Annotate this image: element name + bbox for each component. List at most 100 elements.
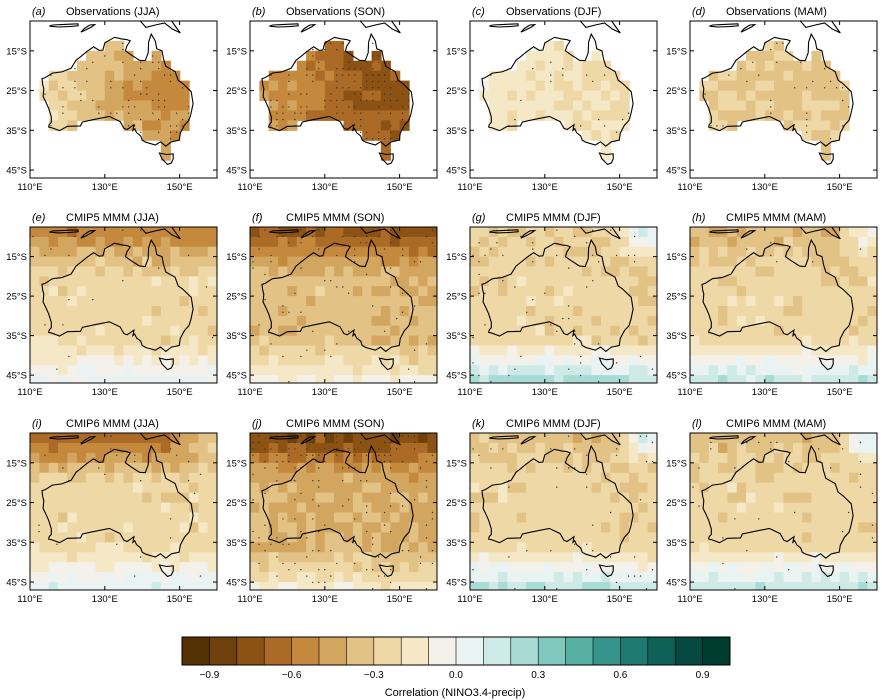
lon-tick-label: 130°E bbox=[312, 182, 338, 193]
colorbar-swatch bbox=[647, 637, 676, 665]
colorbar-tick-label: 0.6 bbox=[613, 670, 627, 681]
lat-tick-label: 15°S bbox=[226, 458, 247, 469]
lat-tick-label: 15°S bbox=[6, 252, 27, 263]
colorbar-tick-label: −0.6 bbox=[282, 670, 302, 681]
lat-tick-label: 25°S bbox=[6, 86, 27, 97]
coastline bbox=[41, 21, 194, 166]
lat-tick-label: 25°S bbox=[226, 292, 247, 303]
colorbar-tick-label: 0.3 bbox=[531, 670, 545, 681]
panel-title: CMIP5 MMM (DJF) bbox=[506, 212, 601, 224]
significance-stippling bbox=[270, 36, 410, 140]
lon-tick-label: 110°E bbox=[237, 182, 262, 193]
lat-tick-label: 25°S bbox=[446, 86, 467, 97]
lon-tick-label: 110°E bbox=[677, 387, 702, 398]
panel-frame bbox=[249, 432, 438, 591]
panel-frame bbox=[249, 226, 438, 384]
lat-tick-label: 25°S bbox=[666, 86, 687, 97]
lon-tick-label: 130°E bbox=[532, 594, 558, 605]
colorbar-swatch bbox=[319, 637, 347, 665]
lat-tick-label: 35°S bbox=[666, 538, 687, 549]
significance-stippling bbox=[472, 229, 654, 383]
lat-tick-label: 45°S bbox=[666, 578, 687, 589]
panel-letter: (c) bbox=[472, 6, 485, 18]
lat-tick-label: 15°S bbox=[666, 46, 687, 57]
panel-letter: (h) bbox=[692, 212, 706, 224]
colorbar-swatch bbox=[538, 637, 566, 665]
lat-tick-label: 45°S bbox=[446, 371, 467, 382]
colorbar-tick-label: −0.3 bbox=[364, 670, 384, 681]
correlation-field bbox=[250, 21, 437, 178]
lat-tick-label: 15°S bbox=[226, 252, 247, 263]
panel-title: CMIP6 MMM (JJA) bbox=[66, 418, 159, 430]
lon-tick-label: 130°E bbox=[532, 387, 558, 398]
lat-tick-label: 25°S bbox=[6, 498, 27, 509]
colorbar-swatch bbox=[593, 637, 621, 665]
panel-frame bbox=[469, 226, 658, 384]
map-panel: (l) CMIP6 MMM (MAM) 15°S 25°S 35°S 45°S 110°E 1… bbox=[666, 418, 878, 605]
significance-stippling bbox=[32, 229, 214, 370]
significance-stippling bbox=[746, 242, 862, 263]
lon-tick-label: 110°E bbox=[677, 182, 702, 193]
lat-tick-label: 15°S bbox=[666, 458, 687, 469]
map-panel: (i) CMIP6 MMM (JJA) 15°S 25°S 35°S 45°S 110°E 1… bbox=[6, 418, 218, 605]
lat-tick-label: 35°S bbox=[6, 126, 27, 137]
correlation-field bbox=[470, 21, 657, 178]
correlation-field bbox=[470, 227, 657, 383]
lon-tick-label: 130°E bbox=[532, 182, 558, 193]
lon-tick-label: 110°E bbox=[237, 387, 262, 398]
lat-tick-label: 15°S bbox=[6, 46, 27, 57]
lon-tick-label: 150°E bbox=[167, 182, 193, 193]
map-panel: (b) Observations (SON) 15°S 25°S 35°S 45°S 110… bbox=[226, 6, 438, 193]
lon-tick-label: 150°E bbox=[387, 594, 413, 605]
map-panel: (k) CMIP6 MMM (DJF) 15°S 25°S 35°S 45°S 110°E 1… bbox=[446, 418, 658, 605]
panel-title: Observations (JJA) bbox=[66, 6, 160, 18]
map-panel: (d) Observations (MAM) 15°S 25°S 35°S 45°S 110… bbox=[666, 6, 878, 193]
significance-stippling bbox=[252, 435, 434, 590]
lat-tick-label: 35°S bbox=[446, 126, 467, 137]
panel-title: CMIP6 MMM (MAM) bbox=[726, 418, 826, 430]
correlation-field bbox=[250, 433, 437, 590]
map-panel: (e) CMIP5 MMM (JJA) 15°S 25°S 35°S 45°S 110°E 1… bbox=[6, 212, 218, 398]
lat-tick-label: 35°S bbox=[6, 331, 27, 342]
lat-tick-label: 45°S bbox=[666, 371, 687, 382]
lat-tick-label: 35°S bbox=[446, 538, 467, 549]
lat-tick-label: 15°S bbox=[6, 458, 27, 469]
lon-tick-label: 150°E bbox=[607, 594, 633, 605]
lat-tick-label: 15°S bbox=[446, 458, 467, 469]
colorbar-swatch bbox=[428, 637, 457, 665]
colorbar-tick-label: 0.9 bbox=[696, 670, 710, 681]
significance-stippling bbox=[44, 42, 190, 140]
lon-tick-label: 130°E bbox=[92, 182, 118, 193]
lat-tick-label: 35°S bbox=[226, 538, 247, 549]
correlation-field bbox=[30, 21, 217, 178]
panel-letter: (e) bbox=[32, 212, 46, 224]
panel-letter: (d) bbox=[692, 6, 706, 18]
lat-tick-label: 45°S bbox=[6, 578, 27, 589]
lon-tick-label: 150°E bbox=[607, 182, 633, 193]
lon-tick-label: 130°E bbox=[312, 594, 338, 605]
lon-tick-label: 130°E bbox=[92, 594, 118, 605]
lon-tick-label: 110°E bbox=[17, 594, 42, 605]
lon-tick-label: 150°E bbox=[827, 594, 853, 605]
colorbar-ticks: −0.9 −0.6 −0.3 0.0 0.3 0.6 0.9 bbox=[200, 670, 710, 681]
correlation-field bbox=[30, 227, 217, 383]
panel-letter: (i) bbox=[32, 418, 42, 430]
map-panel: (f) CMIP5 MMM (SON) 15°S 25°S 35°S 45°S 110°E 1… bbox=[226, 212, 438, 398]
lon-tick-label: 110°E bbox=[457, 387, 482, 398]
panel-frame bbox=[469, 432, 658, 591]
colorbar-swatch bbox=[620, 637, 649, 665]
panel-frame bbox=[689, 432, 878, 591]
lon-tick-label: 110°E bbox=[237, 594, 262, 605]
panel-letter: (f) bbox=[252, 212, 263, 224]
panel-frame bbox=[29, 432, 218, 591]
panel-title: Observations (DJF) bbox=[506, 6, 601, 18]
colorbar-swatch bbox=[209, 637, 238, 665]
lon-tick-label: 150°E bbox=[607, 387, 633, 398]
lat-tick-label: 35°S bbox=[446, 331, 467, 342]
significance-stippling bbox=[472, 435, 654, 590]
colorbar-swatch bbox=[264, 637, 292, 665]
coastline bbox=[481, 21, 634, 166]
colorbar-swatch bbox=[346, 637, 375, 665]
lat-tick-label: 45°S bbox=[666, 166, 687, 177]
correlation-field bbox=[690, 227, 877, 383]
